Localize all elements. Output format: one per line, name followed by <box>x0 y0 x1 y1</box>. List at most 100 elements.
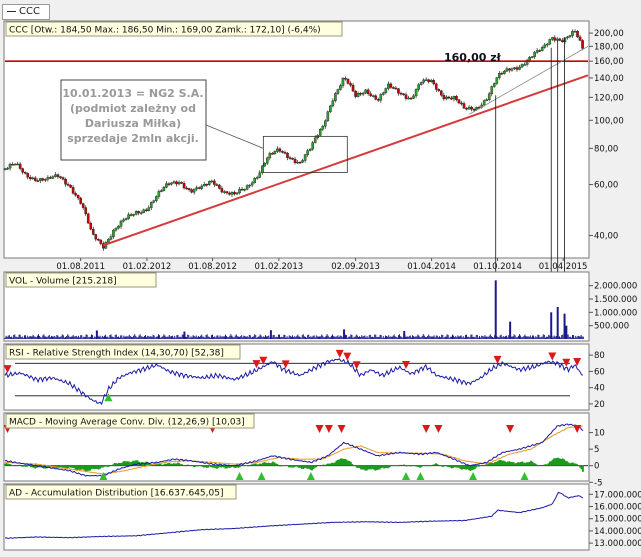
candle-body <box>361 92 365 95</box>
candle-body <box>155 196 158 201</box>
candle-body <box>66 184 70 186</box>
macd-buy-marker <box>306 472 315 480</box>
y-tick-label: 1.000.000 <box>594 308 637 318</box>
candle-body <box>450 97 453 100</box>
candle-body <box>303 154 307 161</box>
candle-body <box>271 153 274 155</box>
candle-body <box>51 176 55 179</box>
candle-body <box>268 153 272 159</box>
instrument-legend-tab[interactable]: CCC <box>2 4 50 20</box>
candle-body <box>523 64 526 66</box>
candle-body <box>495 77 499 84</box>
candle-body <box>215 184 219 186</box>
candle-body <box>364 89 367 94</box>
candle-body <box>369 93 373 97</box>
y-tick-label: 80 <box>594 351 605 361</box>
candle-body <box>276 148 279 152</box>
candle-body <box>447 96 451 99</box>
candle-body <box>225 191 229 194</box>
candle-body <box>157 191 161 197</box>
rsi-panel: 80 60 40 20 RSI - Relative Strength Index (… <box>3 343 605 411</box>
candle-body <box>288 157 292 159</box>
candle-body <box>44 179 47 181</box>
candle-body <box>97 238 100 241</box>
candle-body <box>359 92 362 95</box>
macd-title-box <box>5 413 255 429</box>
candle-body <box>39 178 42 181</box>
candle-body <box>89 222 93 230</box>
x-tick-label: 01.04.2015 <box>539 262 588 272</box>
candle-body <box>81 203 85 208</box>
candle-body <box>334 93 337 102</box>
volume-spike-bar <box>494 280 497 339</box>
price-x-axis: 01.08.2011 01.02.2012 01.08.2012 01.02.2013… <box>56 258 587 272</box>
candle-body <box>152 200 156 203</box>
candle-body <box>452 96 456 100</box>
candle-body <box>31 177 35 180</box>
candle-body <box>64 178 67 185</box>
candle-body <box>513 67 516 69</box>
note-line: Dariusza Miłka) <box>85 117 181 130</box>
candle-body <box>349 83 352 86</box>
ad-title-box <box>5 484 237 500</box>
candle-body <box>112 229 115 237</box>
candle-body <box>455 96 458 100</box>
candle-body <box>429 80 433 83</box>
candle-body <box>144 209 148 212</box>
rsi-line <box>4 358 584 406</box>
candle-body <box>54 174 57 177</box>
macd-buy-marker <box>469 472 478 480</box>
candle-body <box>36 180 40 182</box>
resistance-level-label: 160,00 zł <box>444 51 502 64</box>
candle-body <box>177 182 181 185</box>
candle-body <box>137 211 140 214</box>
candle-body <box>182 183 186 189</box>
candle-body <box>223 191 226 193</box>
candle-body <box>18 163 22 169</box>
candle-body <box>528 57 531 61</box>
candle-body <box>23 172 27 174</box>
candle-body <box>91 228 95 235</box>
macd-buy-marker <box>257 472 266 480</box>
volume-spike-bar <box>269 330 272 339</box>
candle-body <box>84 207 88 215</box>
candle-body <box>187 188 191 190</box>
y-tick-label: 14.000.000 <box>594 527 641 537</box>
candle-body <box>498 73 501 78</box>
candle-body <box>258 172 262 178</box>
y-tick-label: 15.000.000 <box>594 515 641 525</box>
candle-body <box>566 36 569 39</box>
candle-body <box>6 167 9 170</box>
candle-body <box>515 67 519 70</box>
candle-body <box>402 93 405 95</box>
candle-body <box>94 234 98 240</box>
volume-spike-bar <box>563 313 566 339</box>
ad-title: AD - Accumulation Distribution [16.637.6… <box>9 489 223 499</box>
candle-body <box>240 188 244 191</box>
candle-body <box>525 59 529 65</box>
candle-body <box>41 178 45 181</box>
candle-body <box>127 214 130 219</box>
candle-body <box>503 70 506 74</box>
candle-body <box>117 226 120 229</box>
candle-body <box>230 192 234 195</box>
candle-body <box>69 185 72 188</box>
rsi-sell-marker <box>343 352 352 361</box>
macd-y-axis: 10 5 0 -5 <box>589 429 605 488</box>
rsi-sell-marker <box>259 356 268 365</box>
macd-sell-marker <box>573 425 582 433</box>
candle-body <box>207 181 211 185</box>
candle-body <box>530 56 534 58</box>
candle-body <box>132 214 135 216</box>
candle-body <box>233 192 236 195</box>
candle-body <box>341 77 345 86</box>
candle-body <box>147 207 151 211</box>
rsi-sell-marker <box>493 355 502 364</box>
candle-body <box>313 137 317 143</box>
x-tick-label: 01.02.2012 <box>123 262 172 272</box>
candle-body <box>510 68 514 71</box>
candle-body <box>540 47 544 51</box>
candle-body <box>170 182 173 185</box>
y-tick-label: 200,00 <box>594 29 624 39</box>
candle-body <box>21 168 24 173</box>
